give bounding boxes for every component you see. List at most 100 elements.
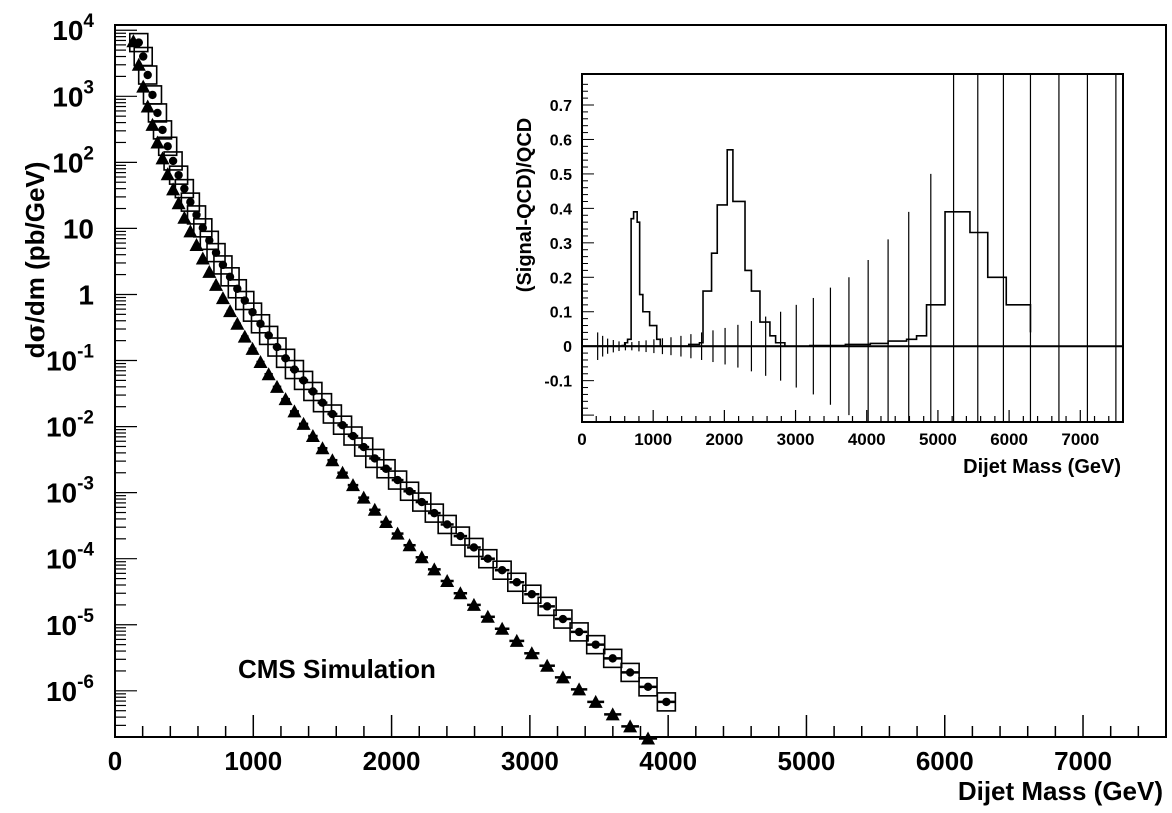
signal-open-square-marker: [199, 230, 220, 251]
inset-x-axis-label: Dijet Mass (GeV): [963, 456, 1121, 478]
inset-x-tick-label: 5000: [919, 430, 957, 449]
signal-filled-circle-marker: [198, 223, 208, 233]
main-y-tick-base: 10: [52, 15, 83, 46]
inset-x-ticks: 0 1000 2000 3000 4000 5000 6000 7000: [577, 410, 1124, 449]
signal-open-square-marker: [376, 458, 396, 479]
main-y-tick-label: 10: [63, 213, 94, 244]
signal-filled-circle-marker: [192, 210, 201, 220]
inset-x-tick-label: 6000: [990, 430, 1028, 449]
signal-open-square-marker: [353, 437, 374, 457]
inset-x-tick-label: 0: [577, 430, 586, 449]
main-x-tick-label: 5000: [778, 746, 836, 776]
signal-open-square-marker: [220, 267, 240, 287]
main-y-tick-base: 10: [52, 81, 83, 112]
main-y-tick-exponent: -6: [77, 672, 94, 693]
qcd-triangle-marker: [555, 670, 570, 684]
main-x-tick-label: 2000: [363, 746, 421, 776]
inset-y-ticks: -0.1 0 0.1 0.2 0.3 0.4 0.5 0.6 0.7: [544, 83, 594, 416]
main-y-tick-label: 103: [52, 77, 94, 112]
qcd-triangle-marker: [223, 304, 238, 318]
signal-filled-circle-marker: [134, 38, 143, 47]
cms-simulation-label: CMS Simulation: [238, 654, 436, 684]
signal-open-square-marker: [464, 537, 484, 558]
main-y-tick-exponent: -2: [77, 408, 94, 429]
qcd-triangle-marker: [261, 367, 276, 381]
signal-filled-circle-marker: [643, 682, 653, 692]
signal-filled-circle-marker: [662, 697, 671, 707]
qcd-triangle-marker: [230, 316, 245, 330]
signal-filled-circle-marker: [153, 108, 162, 118]
signal-filled-circle-marker: [574, 627, 584, 637]
signal-open-square-marker: [180, 192, 201, 212]
qcd-triangle-marker: [166, 182, 181, 196]
signal-open-square-marker: [227, 278, 248, 299]
main-y-tick-exponent: -1: [77, 342, 94, 363]
qcd-triangle-marker: [278, 392, 293, 406]
qcd-triangle-marker: [379, 514, 394, 528]
signal-open-square-marker: [174, 178, 195, 199]
main-y-tick-label: 104: [52, 11, 94, 46]
main-y-tick-label: 10-5: [46, 606, 94, 641]
main-y-tick-exponent: 4: [83, 11, 94, 32]
signal-open-square-marker: [478, 548, 498, 569]
signal-open-square-marker: [213, 255, 233, 275]
signal-open-square-marker: [569, 622, 589, 642]
main-y-tick-base: 10: [46, 544, 77, 575]
signal-open-square-marker: [250, 313, 271, 334]
qcd-triangle-marker: [237, 329, 252, 343]
signal-filled-circle-marker: [497, 565, 507, 575]
signal-filled-circle-marker: [469, 543, 479, 552]
qcd-triangle-marker: [540, 658, 555, 672]
inset-signal-histogram-2: [582, 149, 786, 347]
qcd-triangle-marker: [623, 719, 638, 733]
signal-open-square-marker: [399, 481, 420, 502]
signal-open-square-marker: [343, 426, 363, 446]
main-x-tick-label: 4000: [639, 746, 697, 776]
qcd-triangle-marker: [253, 355, 268, 369]
signal-open-square-marker: [492, 560, 512, 580]
signal-filled-circle-marker: [417, 497, 426, 507]
signal-filled-circle-marker: [205, 236, 214, 245]
signal-open-square-marker: [322, 404, 343, 424]
signal-filled-circle-marker: [512, 578, 522, 587]
inset-signal-histogram-3: [582, 211, 1032, 347]
inset-y-tick-label: -0.1: [544, 374, 572, 391]
inset-y-tick-label: 0.6: [550, 132, 572, 149]
signal-filled-circle-marker: [483, 554, 493, 563]
qcd-triangle-marker: [402, 538, 417, 552]
main-y-tick-base: 10: [63, 213, 94, 244]
signal-filled-circle-marker: [163, 142, 172, 151]
signal-filled-circle-marker: [456, 531, 465, 541]
qcd-triangle-marker: [524, 646, 539, 660]
main-x-axis-label: Dijet Mass (GeV): [958, 776, 1163, 806]
signal-filled-circle-marker: [442, 520, 452, 529]
signal-filled-circle-marker: [591, 640, 600, 649]
main-y-tick-base: 10: [46, 412, 77, 443]
qcd-triangle-marker: [453, 586, 468, 600]
qcd-triangle-marker: [588, 694, 603, 708]
main-y-tick-base: 1: [78, 279, 94, 310]
qcd-triangle-marker: [270, 379, 285, 393]
signal-filled-circle-marker: [625, 668, 635, 677]
signal-open-square-marker: [152, 120, 173, 140]
signal-open-square-marker: [602, 648, 623, 669]
signal-filled-circle-marker: [211, 248, 221, 257]
main-x-tick-label: 7000: [1054, 746, 1112, 776]
signal-open-square-marker: [537, 596, 557, 617]
qcd-triangle-marker: [305, 429, 320, 443]
qcd-triangle-marker: [466, 597, 481, 611]
signal-open-square-marker: [507, 572, 527, 593]
inset-x-tick-label: 4000: [848, 430, 886, 449]
qcd-triangle-marker: [209, 277, 224, 291]
qcd-triangle-marker: [335, 465, 350, 479]
main-y-tick-label: 102: [52, 143, 94, 178]
qcd-triangle-marker: [509, 633, 524, 647]
qcd-triangle-marker: [367, 502, 382, 516]
qcd-triangle-marker: [202, 264, 217, 278]
main-y-tick-exponent: 3: [83, 77, 94, 98]
signal-filled-circle-marker: [225, 272, 235, 282]
signal-filled-circle-marker: [168, 156, 178, 166]
qcd-triangle-marker: [287, 404, 302, 418]
